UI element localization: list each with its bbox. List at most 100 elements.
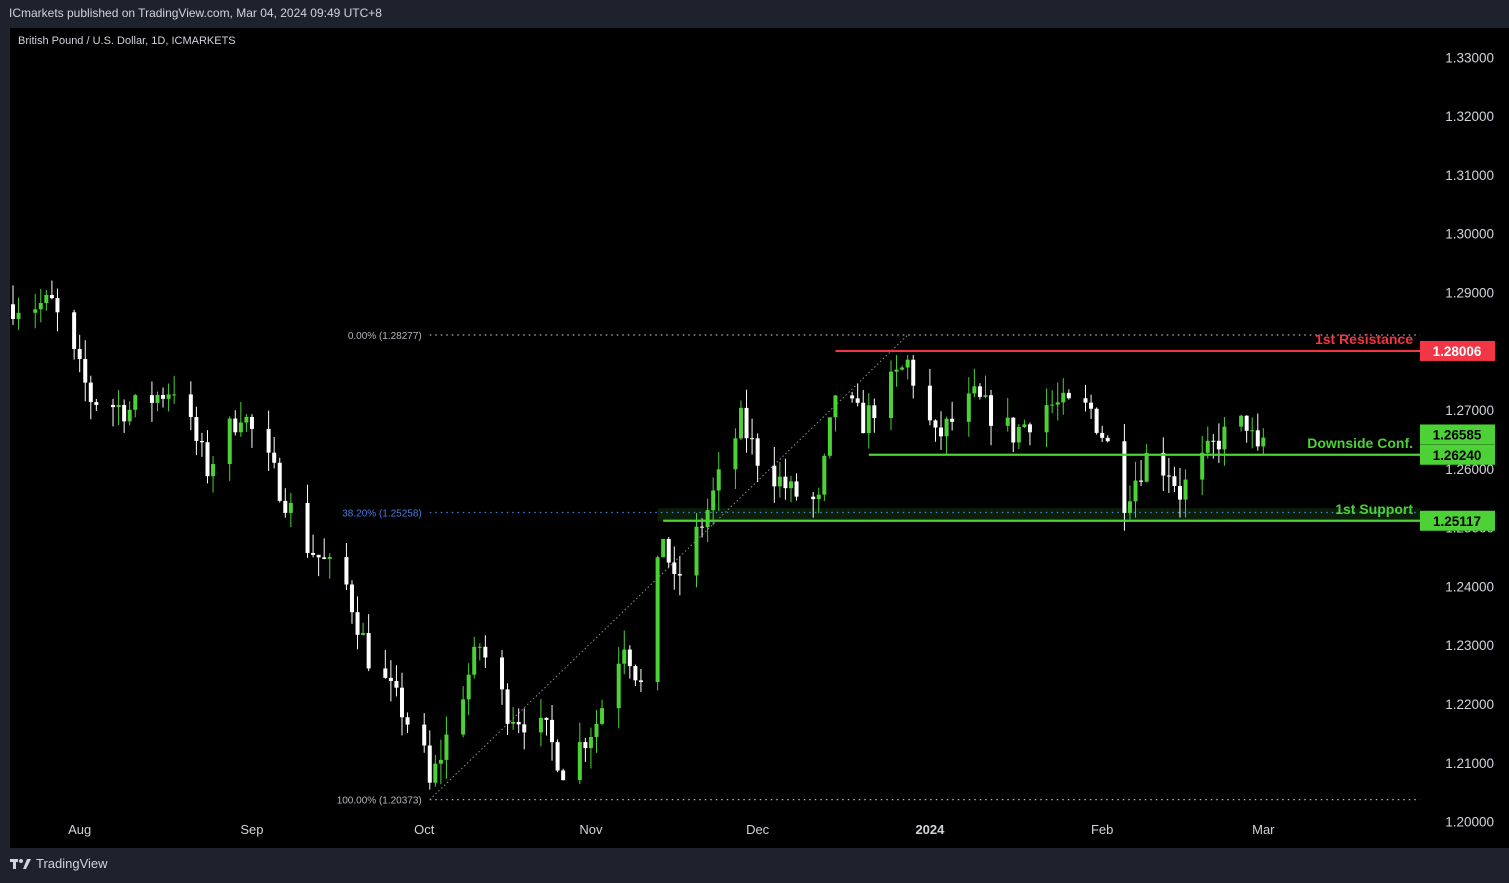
candle-body: [772, 465, 777, 487]
tradingview-logo[interactable]: TradingView: [10, 856, 108, 871]
candle-body: [594, 723, 599, 738]
candle: [366, 614, 371, 672]
candle-body: [777, 476, 782, 487]
candle-body: [311, 552, 316, 555]
candle: [1027, 422, 1032, 446]
candle-body: [233, 418, 238, 433]
candle-body: [266, 428, 271, 453]
candle-body: [1105, 437, 1110, 442]
candle: [905, 355, 910, 380]
candle-body: [383, 668, 388, 678]
candle: [827, 417, 832, 459]
publisher-caption: ICmarkets published on TradingView.com, …: [9, 6, 382, 20]
candle: [394, 665, 399, 697]
y-axis-tick-label: 1.20000: [1445, 815, 1494, 830]
candle-body: [33, 309, 38, 313]
downside-conf-price-badge: 1.26240: [1420, 444, 1495, 465]
candle: [694, 513, 699, 588]
candle: [272, 437, 277, 469]
candle: [305, 484, 310, 558]
candle: [266, 410, 271, 471]
candle-body: [827, 417, 832, 456]
candle: [361, 622, 366, 636]
candle-body: [305, 502, 310, 553]
candle: [444, 716, 449, 779]
candle-body: [122, 405, 127, 422]
candle-body: [1144, 452, 1149, 482]
chart-area[interactable]: 0.00% (1.28277) 38.20% (1.25258) 100.00% (…: [10, 28, 1420, 848]
candle: [188, 381, 193, 431]
candle: [733, 428, 738, 490]
candle: [194, 406, 199, 456]
candle-body: [38, 303, 43, 310]
candle-body: [194, 417, 199, 441]
candle-body: [11, 304, 15, 319]
candle-body: [933, 420, 938, 428]
candle-body: [788, 481, 793, 489]
candle: [283, 488, 288, 518]
candle: [199, 432, 204, 457]
x-axis-tick-label: Nov: [579, 822, 603, 837]
candle-body: [1250, 430, 1255, 432]
y-axis-tick-label: 1.21000: [1445, 756, 1494, 771]
candle-body: [522, 724, 527, 733]
candle-body: [466, 674, 471, 700]
x-axis-tick-label: Sep: [240, 822, 263, 837]
candle: [1089, 394, 1094, 419]
candle-body: [1166, 475, 1171, 477]
candle: [1222, 417, 1227, 466]
candle: [755, 433, 760, 483]
candle-body: [399, 687, 404, 718]
support-price-badge-text: 1.25117: [1433, 514, 1481, 529]
candle: [1139, 460, 1144, 486]
y-axis-tick-label: 1.30000: [1445, 227, 1494, 242]
candle: [1261, 428, 1266, 455]
candle-body: [149, 395, 154, 403]
candle: [1172, 466, 1177, 493]
candle-body: [1055, 402, 1060, 405]
candle-body: [1244, 415, 1249, 431]
candle-body: [672, 562, 677, 574]
y-axis-tick-label: 1.22000: [1445, 697, 1494, 712]
candle: [638, 668, 643, 692]
candle-body: [850, 395, 855, 399]
price-axis[interactable]: 1.33000 1.32000 1.31000 1.30000 1.29000 1.280…: [1420, 28, 1509, 848]
price-level-name: 1st Support: [1335, 501, 1413, 517]
candle: [855, 383, 860, 407]
candle-body: [855, 398, 860, 403]
candlestick-chart[interactable]: 0.00% (1.28277) 38.20% (1.25258) 100.00% (…: [10, 28, 1420, 848]
candle-body: [905, 359, 910, 368]
candle: [388, 660, 393, 702]
candle: [233, 410, 238, 436]
candle-body: [677, 573, 682, 576]
candle-body: [544, 717, 549, 720]
candle-body: [655, 557, 660, 683]
symbol-title: British Pound / U.S. Dollar, 1D, ICMARKE…: [18, 35, 236, 47]
candle-body: [1016, 426, 1021, 443]
candle-body: [444, 734, 449, 760]
current-price-badge: 1.26585: [1420, 424, 1495, 445]
candle: [1105, 435, 1110, 443]
candle: [1094, 407, 1099, 435]
candle-body: [355, 612, 360, 635]
candle-body: [1094, 408, 1099, 433]
candle: [1100, 425, 1105, 442]
candle-body: [794, 481, 799, 497]
candle-body: [49, 294, 54, 299]
resistance-price-badge: 1.28006: [1420, 340, 1495, 361]
candle-body: [405, 717, 410, 725]
candle: [989, 389, 994, 446]
candle: [783, 458, 788, 500]
y-axis-tick-label: 1.26000: [1445, 462, 1494, 477]
candle-body: [705, 510, 710, 528]
candle-body: [438, 759, 443, 764]
candle-body: [211, 464, 216, 477]
candle-body: [83, 359, 88, 383]
candle: [349, 580, 354, 624]
candle-body: [277, 462, 282, 501]
fib-level-label: 38.20% (1.25258): [342, 508, 422, 519]
candle-body: [227, 418, 232, 465]
candle: [872, 398, 877, 433]
x-axis-tick-label: Dec: [746, 822, 770, 837]
candle: [600, 699, 605, 726]
